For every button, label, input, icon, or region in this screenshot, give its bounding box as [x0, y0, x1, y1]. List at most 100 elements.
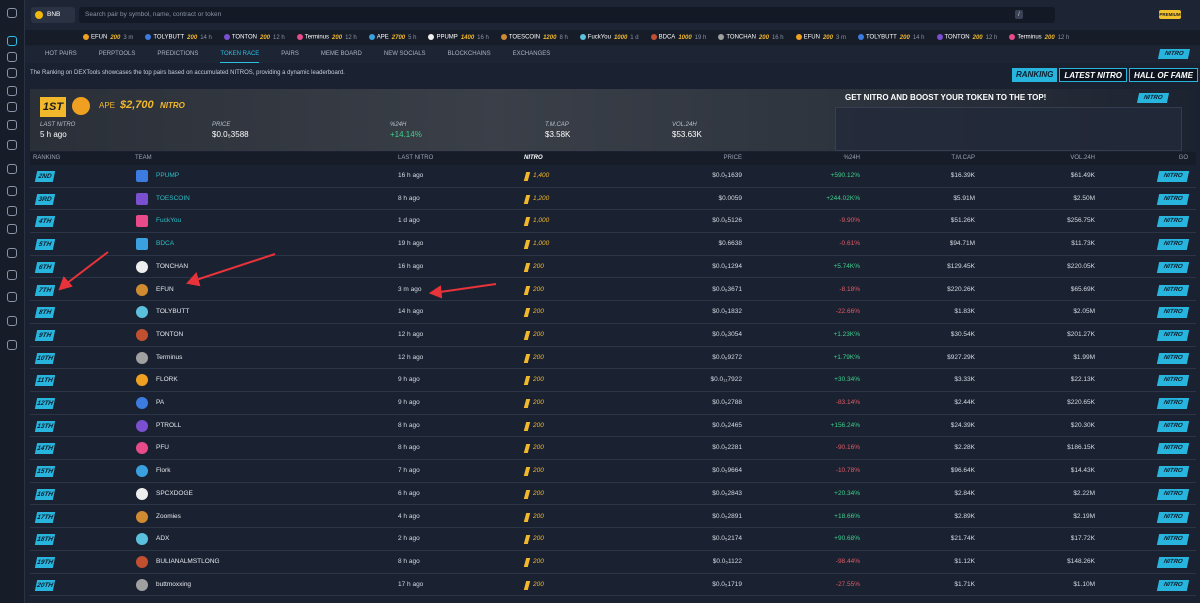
table-row[interactable]: 6TH TONCHAN 16 h ago 200 $0.0₆1294 +5.74K% $12… — [30, 256, 1196, 279]
team-icon — [136, 374, 148, 387]
chain-select[interactable]: BNB — [31, 7, 75, 23]
ticker-item[interactable]: EFUN 200 3 m — [83, 34, 133, 41]
sidebar — [0, 0, 25, 603]
promo-badge[interactable]: NITRO — [1136, 93, 1170, 103]
nav-tab[interactable]: PREDICTIONS — [157, 51, 199, 57]
ticker-item[interactable]: Terminus 200 12 h — [296, 34, 357, 41]
go-button[interactable]: NITRO — [1156, 579, 1190, 591]
go-button[interactable]: NITRO — [1156, 307, 1190, 319]
ticker-item[interactable]: EFUN 200 3 m — [795, 34, 846, 41]
nav-tab[interactable]: TOKEN RACE — [220, 46, 260, 63]
sidebar-icon[interactable] — [7, 68, 17, 78]
view-button[interactable]: HALL OF FAME — [1128, 68, 1198, 82]
ticker-item[interactable]: TOLYBUTT 200 14 h — [145, 34, 212, 41]
view-button[interactable]: LATEST NITRO — [1059, 68, 1127, 82]
rank-badge: 19TH — [34, 556, 56, 568]
table-row[interactable]: 8TH TOLYBUTT 14 h ago 200 $0.0₅1832 -22.66% $1… — [30, 301, 1196, 324]
table-row[interactable]: 20TH buttmoxxing 17 h ago 200 $0.0₅1719 -27.5… — [30, 574, 1196, 597]
nav-tab[interactable]: MEME BOARD — [320, 51, 362, 57]
go-button[interactable]: NITRO — [1156, 466, 1190, 478]
table-row[interactable]: 5TH BDCA 19 h ago 1,000 $0.6638 -0.61% $94.71M… — [30, 233, 1196, 256]
table-row[interactable]: 17TH Zoomies 4 h ago 200 $0.0₅2891 +18.66% $2.… — [30, 506, 1196, 529]
search-box[interactable]: Search pair by symbol, name, contract or… — [79, 7, 1055, 23]
table-row[interactable]: 14TH PFU 8 h ago 200 $0.0₅2281 -90.16% $2.28K $… — [30, 437, 1196, 461]
go-button[interactable]: NITRO — [1156, 534, 1190, 546]
ticker-item[interactable]: PPUMP 1400 16 h — [428, 34, 489, 41]
table-row[interactable]: 16TH SPCXDOGE 6 h ago 200 $0.0₅2843 +20.34% $2… — [30, 483, 1196, 506]
ticker-age: 8 h — [559, 34, 568, 41]
ticker-item[interactable]: TONTON 200 12 h — [936, 34, 997, 41]
sidebar-icon[interactable] — [7, 270, 17, 280]
go-button[interactable]: NITRO — [1156, 171, 1190, 182]
table-row[interactable]: 9TH TONTON 12 h ago 200 $0.0₆3054 +1.23K% $30.… — [30, 324, 1196, 347]
ticker-item[interactable]: TONCHAN 200 16 h — [718, 34, 784, 41]
table-row[interactable]: 19TH BULIANALMSTLONG 8 h ago 200 $0.0₅1122 -9… — [30, 551, 1196, 574]
go-button[interactable]: NITRO — [1156, 284, 1190, 296]
nav-tab[interactable]: EXCHANGES — [512, 51, 551, 57]
go-button[interactable]: NITRO — [1156, 193, 1190, 205]
table-row[interactable]: 7TH EFUN 3 m ago 200 $0.0₆3671 -8.18% $220.26K… — [30, 279, 1196, 302]
nav-tab[interactable]: PERPTOOLS — [98, 51, 136, 57]
ticker-item[interactable]: TOLYBUTT 200 14 h — [858, 34, 925, 41]
go-button[interactable]: NITRO — [1156, 398, 1190, 409]
table-row[interactable]: 11TH FLORK 9 h ago 200 $0.0₁₁7922 +30.34% $3.3… — [30, 369, 1196, 392]
sidebar-icon[interactable] — [7, 316, 17, 326]
table-row[interactable]: 3RD TOESCOIN 8 h ago 1,200 $0.0059 +244.02K% $… — [30, 188, 1196, 211]
sidebar-icon[interactable] — [7, 206, 17, 216]
go-button[interactable]: NITRO — [1156, 556, 1190, 568]
market-cap: $1.12K — [954, 557, 975, 565]
table-row[interactable]: 15TH Flork 7 h ago 200 $0.0₅9664 -10.78% $96.6… — [30, 460, 1196, 483]
go-button[interactable]: NITRO — [1156, 239, 1190, 251]
table-row[interactable]: 18TH ADX 2 h ago 200 $0.0₅2174 +90.68% $21.74K… — [30, 528, 1196, 551]
ticker-item[interactable]: TONTON 200 12 h — [223, 34, 285, 41]
change-24h: +156.24% — [830, 421, 860, 429]
go-button[interactable]: NITRO — [1156, 329, 1190, 341]
table-row[interactable]: 4TH FuckYou 1 d ago 1,000 $0.0₆5126 -9.90% $51… — [30, 210, 1196, 234]
table-row[interactable]: 13TH PTROLL 8 h ago 200 $0.0₅2465 +156.24% $24… — [30, 415, 1196, 438]
last-nitro: 4 h ago — [398, 512, 420, 520]
go-button[interactable]: NITRO — [1156, 511, 1190, 523]
nitro-bolt — [523, 194, 531, 204]
table-row[interactable]: 2ND PPUMP 16 h ago 1,400 $0.0₅1639 +590.12% $1… — [30, 165, 1196, 188]
sidebar-icon[interactable] — [7, 340, 17, 350]
go-button[interactable]: NITRO — [1156, 216, 1190, 228]
go-button[interactable]: NITRO — [1156, 420, 1190, 432]
nav-tab[interactable]: BLOCKCHAINS — [447, 51, 491, 57]
ticker-item[interactable]: BDCA 1000 19 h — [650, 34, 706, 41]
sidebar-icon[interactable] — [7, 52, 17, 62]
go-button[interactable]: NITRO — [1156, 352, 1190, 364]
premium-badge[interactable]: PREMIUM — [1159, 10, 1181, 19]
field-label: LAST NITRO — [40, 122, 76, 128]
chain-icon — [35, 11, 43, 19]
go-button[interactable]: NITRO — [1156, 488, 1190, 500]
nav-tab[interactable]: HOT PAIRS — [45, 51, 77, 57]
go-button[interactable]: NITRO — [1156, 261, 1190, 273]
nitro-button[interactable]: NITRO — [1157, 49, 1191, 59]
sidebar-icon[interactable] — [7, 120, 17, 130]
sidebar-icon[interactable] — [7, 292, 17, 302]
sidebar-icon[interactable] — [7, 186, 17, 196]
go-button[interactable]: NITRO — [1156, 443, 1190, 455]
sidebar-icon[interactable] — [7, 102, 17, 112]
sidebar-icon[interactable] — [7, 86, 17, 96]
go-button[interactable]: NITRO — [1156, 375, 1190, 387]
ticker-item[interactable]: APE 2700 5 h — [368, 34, 416, 41]
promo-preview — [835, 107, 1182, 151]
table-row[interactable]: 10TH Terminus 12 h ago 200 $0.0₆9272 +1.79K% $… — [30, 347, 1196, 370]
sidebar-icon[interactable] — [7, 224, 17, 234]
view-button[interactable]: RANKING — [1012, 68, 1058, 82]
ticker-item[interactable]: FuckYou 1000 1 d — [579, 34, 639, 41]
nav-tab[interactable]: NEW SOCIALS — [383, 51, 426, 57]
volume-24h: $220.65K — [1067, 399, 1095, 406]
nav-tab[interactable]: PAIRS — [281, 51, 299, 57]
ticker-item[interactable]: TOESCOIN 1200 8 h — [500, 34, 568, 41]
rank-badge: 13TH — [34, 420, 56, 432]
sidebar-icon[interactable] — [7, 8, 17, 18]
sidebar-icon[interactable] — [7, 248, 17, 258]
ticker-item[interactable]: Terminus 200 12 h — [1009, 34, 1069, 41]
sidebar-icon[interactable] — [7, 164, 17, 174]
sidebar-icon[interactable] — [7, 36, 17, 46]
sidebar-icon[interactable] — [7, 140, 17, 150]
team-icon — [136, 328, 148, 341]
table-row[interactable]: 12TH PA 9 h ago 200 $0.0₅2788 -83.14% $2.44K $2… — [30, 392, 1196, 415]
